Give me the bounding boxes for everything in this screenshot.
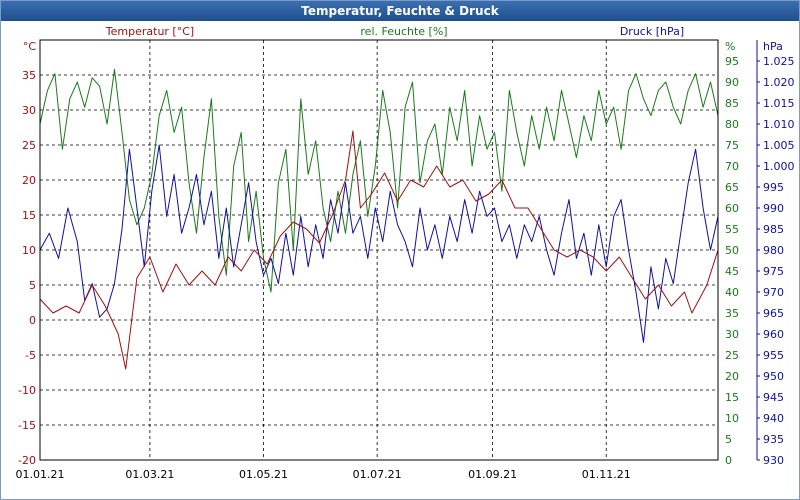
series-line-temperature xyxy=(39,130,719,370)
x-tick-label: 01.09.21 xyxy=(468,468,517,481)
temperature-tick-label: 20 xyxy=(22,174,36,187)
pressure-tick-label: 935 xyxy=(763,433,784,446)
plot-frame xyxy=(39,39,719,461)
pressure-tick-label: 990 xyxy=(763,202,784,215)
humidity-unit-label: % xyxy=(725,40,735,53)
x-tick-label: 01.03.21 xyxy=(125,468,174,481)
pressure-tick-label: 975 xyxy=(763,265,784,278)
humidity-tick-label: 40 xyxy=(725,286,739,299)
pressure-tick-label: 950 xyxy=(763,370,784,383)
pressure-tick-label: 985 xyxy=(763,223,784,236)
pressure-tick-label: 1.000 xyxy=(763,160,795,173)
series-line-humidity xyxy=(39,68,719,293)
pressure-unit-label: hPa xyxy=(763,40,783,53)
humidity-tick-label: 95 xyxy=(725,55,739,68)
pressure-tick-label: 945 xyxy=(763,391,784,404)
humidity-axis-title: rel. Feuchte [%] xyxy=(360,25,447,38)
pressure-tick-label: 930 xyxy=(763,454,784,467)
temperature-tick-label: 15 xyxy=(22,209,36,222)
temperature-tick-label: -10 xyxy=(18,384,36,397)
humidity-tick-label: 60 xyxy=(725,202,739,215)
x-tick-label: 01.05.21 xyxy=(239,468,288,481)
pressure-tick-label: 1.020 xyxy=(763,76,795,89)
temperature-tick-label: 10 xyxy=(22,244,36,257)
pressure-tick-label: 940 xyxy=(763,412,784,425)
chart-title: Temperatur, Feuchte & Druck xyxy=(1,1,799,21)
pressure-tick-label: 965 xyxy=(763,307,784,320)
temperature-tick-label: 5 xyxy=(29,279,36,292)
temperature-tick-label: 30 xyxy=(22,104,36,117)
humidity-tick-label: 5 xyxy=(725,433,732,446)
pressure-tick-label: 1.015 xyxy=(763,97,795,110)
pressure-tick-label: 955 xyxy=(763,349,784,362)
pressure-tick-label: 995 xyxy=(763,181,784,194)
humidity-tick-label: 15 xyxy=(725,391,739,404)
pressure-tick-label: 1.005 xyxy=(763,139,795,152)
temperature-tick-label: -5 xyxy=(25,349,36,362)
humidity-tick-label: 70 xyxy=(725,160,739,173)
temperature-tick-label: 0 xyxy=(29,314,36,327)
pressure-tick-label: 1.025 xyxy=(763,55,795,68)
humidity-tick-label: 85 xyxy=(725,97,739,110)
x-tick-label: 01.07.21 xyxy=(353,468,402,481)
humidity-tick-label: 50 xyxy=(725,244,739,257)
pressure-tick-label: 960 xyxy=(763,328,784,341)
temperature-tick-label: -15 xyxy=(18,419,36,432)
pressure-tick-label: 970 xyxy=(763,286,784,299)
pressure-axis-title: Druck [hPa] xyxy=(620,25,684,38)
humidity-tick-label: 55 xyxy=(725,223,739,236)
humidity-tick-label: 80 xyxy=(725,118,739,131)
humidity-tick-label: 75 xyxy=(725,139,739,152)
x-tick-label: 01.01.21 xyxy=(16,468,65,481)
pressure-tick-label: 1.010 xyxy=(763,118,795,131)
series-line-pressure xyxy=(39,144,719,343)
temperature-axis-title: Temperatur [°C] xyxy=(105,25,194,38)
temperature-tick-label: 35 xyxy=(22,69,36,82)
humidity-tick-label: 65 xyxy=(725,181,739,194)
humidity-tick-label: 25 xyxy=(725,349,739,362)
humidity-tick-label: 35 xyxy=(725,307,739,320)
humidity-tick-label: 90 xyxy=(725,76,739,89)
humidity-tick-label: 10 xyxy=(725,412,739,425)
temperature-tick-label: -20 xyxy=(18,454,36,467)
temperature-unit-label: °C xyxy=(23,40,37,53)
temperature-tick-label: 25 xyxy=(22,139,36,152)
humidity-tick-label: 20 xyxy=(725,370,739,383)
humidity-tick-label: 30 xyxy=(725,328,739,341)
pressure-tick-label: 980 xyxy=(763,244,784,257)
humidity-tick-label: 0 xyxy=(725,454,732,467)
humidity-tick-label: 45 xyxy=(725,265,739,278)
x-tick-label: 01.11.21 xyxy=(582,468,631,481)
